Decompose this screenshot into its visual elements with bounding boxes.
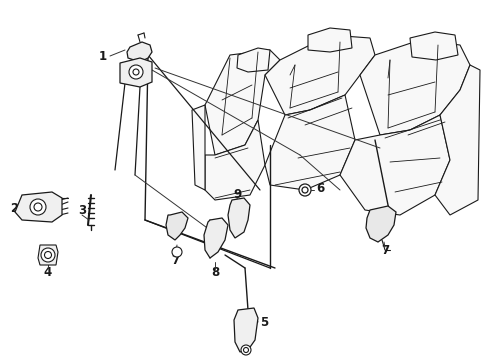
Circle shape xyxy=(241,345,251,355)
Text: 8: 8 xyxy=(211,266,219,279)
Polygon shape xyxy=(166,212,188,240)
Circle shape xyxy=(34,203,42,211)
Polygon shape xyxy=(205,50,280,155)
Text: 7: 7 xyxy=(381,243,389,256)
Circle shape xyxy=(129,65,143,79)
Polygon shape xyxy=(38,245,58,265)
Text: 2: 2 xyxy=(10,202,18,215)
Polygon shape xyxy=(127,42,152,62)
Polygon shape xyxy=(435,65,480,215)
Circle shape xyxy=(302,187,308,193)
Circle shape xyxy=(172,247,182,257)
Polygon shape xyxy=(360,40,470,135)
Circle shape xyxy=(133,69,139,75)
Circle shape xyxy=(41,248,55,262)
Polygon shape xyxy=(234,308,258,352)
Polygon shape xyxy=(237,48,270,72)
Polygon shape xyxy=(120,58,152,87)
Text: 7: 7 xyxy=(171,253,179,266)
Polygon shape xyxy=(15,192,62,222)
Polygon shape xyxy=(340,115,450,215)
Polygon shape xyxy=(366,206,396,242)
Polygon shape xyxy=(228,198,250,238)
Polygon shape xyxy=(265,95,355,190)
Text: 1: 1 xyxy=(99,49,107,63)
Polygon shape xyxy=(192,105,205,190)
Text: 6: 6 xyxy=(316,181,324,194)
Text: 9: 9 xyxy=(233,189,241,202)
Circle shape xyxy=(30,199,46,215)
Polygon shape xyxy=(265,35,375,115)
Polygon shape xyxy=(205,120,265,200)
Polygon shape xyxy=(410,32,458,60)
Polygon shape xyxy=(308,28,352,52)
Text: 5: 5 xyxy=(260,315,268,328)
Text: 4: 4 xyxy=(44,266,52,279)
Circle shape xyxy=(45,252,51,258)
Circle shape xyxy=(244,347,248,352)
Text: 3: 3 xyxy=(78,203,86,216)
Polygon shape xyxy=(204,218,228,258)
Circle shape xyxy=(299,184,311,196)
